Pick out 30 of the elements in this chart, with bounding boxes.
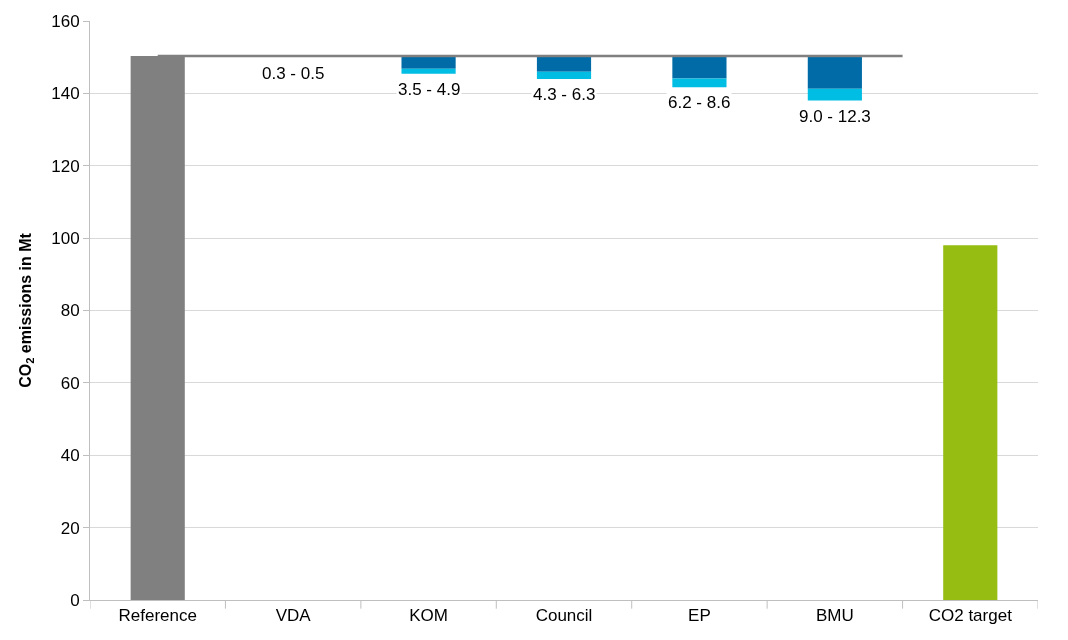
bar bbox=[536, 56, 592, 72]
x-tick-label: CO2 target bbox=[928, 606, 1013, 626]
annotation: 3.5 - 4.9 bbox=[398, 80, 461, 99]
x-tick-label: KOM bbox=[409, 606, 448, 626]
y-tick-label: 160 bbox=[51, 11, 80, 31]
bar bbox=[672, 56, 727, 79]
bar bbox=[401, 68, 456, 74]
x-tick-label: Council bbox=[535, 606, 593, 626]
bar bbox=[536, 71, 592, 79]
y-tick-label: 40 bbox=[60, 446, 80, 466]
y-tick-label: 100 bbox=[51, 229, 80, 249]
y-tick-label: 120 bbox=[51, 156, 80, 176]
y-tick-label: 80 bbox=[60, 301, 80, 321]
y-tick-label: 60 bbox=[60, 373, 80, 393]
bar bbox=[943, 245, 998, 600]
y-tick-label: 0 bbox=[70, 590, 80, 610]
annotation: 6.2 - 8.6 bbox=[668, 93, 731, 112]
x-tick-label: EP bbox=[688, 606, 711, 626]
bar bbox=[672, 78, 727, 88]
y-tick-label: 20 bbox=[60, 518, 80, 538]
y-tick-label: 140 bbox=[51, 84, 80, 104]
x-tick-label: VDA bbox=[275, 606, 312, 626]
x-tick-label: Reference bbox=[118, 606, 197, 626]
annotation: 4.3 - 6.3 bbox=[533, 85, 596, 104]
annotation: 9.0 - 12.3 bbox=[799, 107, 871, 126]
bar bbox=[807, 56, 862, 89]
annotation: 0.3 - 0.5 bbox=[262, 64, 325, 83]
x-tick-label: BMU bbox=[815, 606, 854, 626]
bar bbox=[401, 56, 456, 69]
bar bbox=[807, 88, 862, 101]
